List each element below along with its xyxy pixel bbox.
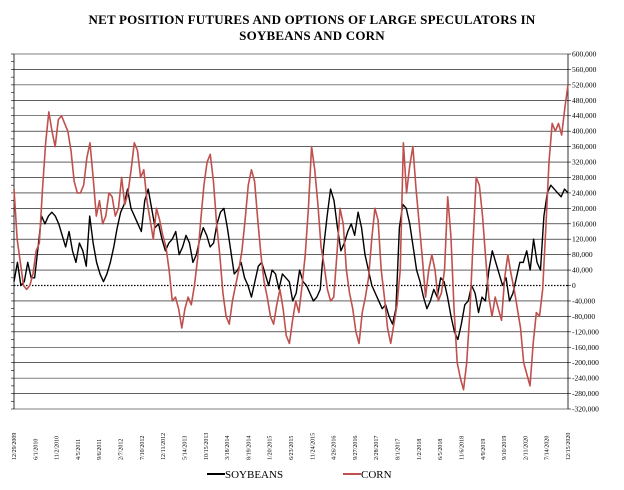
series-lines [13, 84, 569, 391]
y-tick-label: 0 [572, 281, 576, 290]
x-tick-label: 5/14/2013 [182, 436, 188, 460]
y-tick-label: 400,000 [572, 127, 597, 136]
x-tick-label: 12/29/2009 [12, 433, 18, 460]
y-tick-label: -240,000 [572, 374, 599, 383]
chart-title-line-1: NET POSITION FUTURES AND OPTIONS OF LARG… [88, 12, 536, 27]
y-tick-label: -280,000 [572, 389, 599, 398]
x-tick-label: 11/24/2015 [310, 433, 316, 460]
y-tick-label: -320,000 [572, 405, 599, 414]
x-tick-label: 9/27/2016 [353, 436, 359, 460]
y-tick-label: 560,000 [572, 65, 597, 74]
y-tick-label: 40,000 [572, 266, 593, 275]
x-tick-label: 4/26/2016 [332, 436, 338, 460]
y-tick-label: 360,000 [572, 142, 597, 151]
x-tick-label: 6/23/2015 [289, 436, 295, 460]
y-tick-label: 200,000 [572, 204, 597, 213]
x-tick-label: 7/10/2012 [140, 436, 146, 460]
y-tick-label: 280,000 [572, 173, 597, 182]
legend-label-soybeans: SOYBEANS [225, 469, 283, 481]
x-tick-label: 1/2/2018 [417, 439, 423, 460]
x-tick-label: 3/18/2014 [225, 436, 231, 460]
x-tick-label: 11/2/2010 [55, 436, 61, 460]
chart-title: NET POSITION FUTURES AND OPTIONS OF LARG… [0, 12, 624, 44]
y-tick-label: 600,000 [572, 50, 597, 59]
x-tick-label: 2/7/2012 [119, 439, 125, 460]
x-tick-label: 11/6/2018 [459, 436, 465, 460]
y-tick-label: -80,000 [572, 312, 595, 321]
x-axis-ticks: 12/29/2009 6/1/2010 11/2/2010 4/5/2011 9/6/2… [12, 433, 572, 460]
x-tick-label: 2/11/2020 [523, 436, 529, 460]
y-tick-label: 320,000 [572, 158, 597, 167]
series-line-corn [13, 84, 569, 391]
x-tick-label: 7/14/2020 [545, 436, 551, 460]
x-tick-label: 8/1/2017 [396, 439, 402, 460]
y-tick-label: -200,000 [572, 358, 599, 367]
y-tick-label: 80,000 [572, 250, 593, 259]
x-tick-label: 6/1/2010 [33, 439, 39, 460]
x-tick-label: 4/5/2011 [76, 439, 82, 460]
x-tick-label: 8/19/2014 [246, 436, 252, 460]
chart-title-line-2: SOYBEANS AND CORN [239, 28, 385, 43]
y-tick-label: 480,000 [572, 96, 597, 105]
y-tick-label: -120,000 [572, 327, 599, 336]
y-tick-label: -40,000 [572, 296, 595, 305]
x-tick-label: 2/28/2017 [374, 436, 380, 460]
legend-label-corn: CORN [361, 469, 392, 481]
series-line-soybeans [13, 184, 569, 341]
x-tick-label: 12/15/2020 [566, 433, 572, 460]
y-tick-label: 440,000 [572, 111, 597, 120]
x-tick-label: 9/10/2019 [502, 436, 508, 460]
x-tick-label: 1/20/2015 [268, 436, 274, 460]
y-axis-ticks: 600,000 560,000 520,000 480,000 440,000 400,0… [568, 50, 599, 414]
y-tick-label: 160,000 [572, 219, 597, 228]
y-tick-label: 520,000 [572, 80, 597, 89]
x-tick-label: 10/15/2013 [204, 433, 210, 460]
legend: SOYBEANS CORN [207, 469, 392, 481]
y-tick-label: 120,000 [572, 235, 597, 244]
x-tick-label: 6/5/2018 [438, 439, 444, 460]
x-tick-label: 9/6/2011 [97, 439, 103, 460]
x-tick-label: 4/9/2019 [481, 439, 487, 460]
y-tick-label: -160,000 [572, 343, 599, 352]
y-tick-label: 240,000 [572, 188, 597, 197]
x-tick-label: 12/11/2012 [161, 433, 167, 460]
